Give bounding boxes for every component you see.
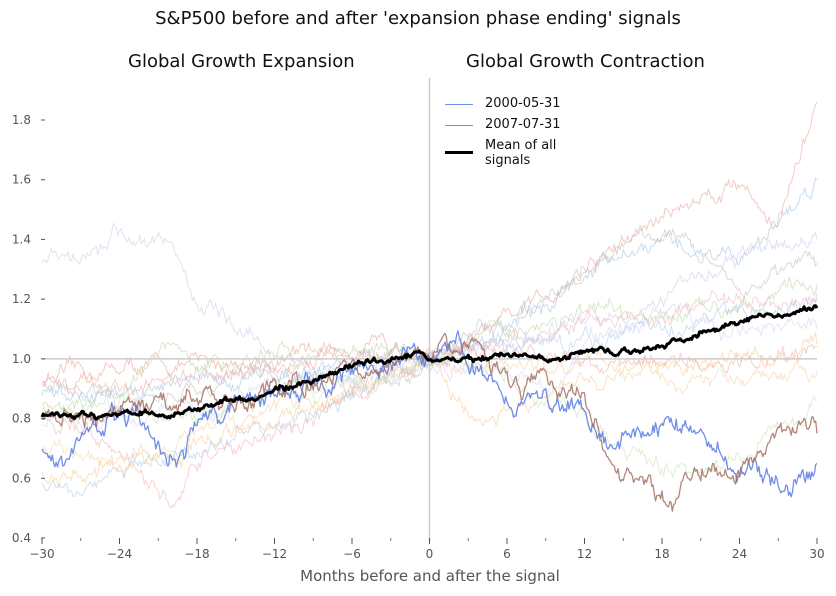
legend-label-line2: signals [485, 153, 531, 168]
chart-title: S&P500 before and after 'expansion phase… [155, 8, 681, 29]
subtitle-expansion: Global Growth Expansion [128, 51, 355, 72]
x-tick-label: −30 [29, 547, 54, 561]
highlight-series-group [40, 304, 819, 512]
x-tick-label: −24 [107, 547, 132, 561]
y-tick-label: 1.8 [12, 113, 31, 127]
y-tick-label: 1.2 [12, 292, 31, 306]
legend-label: Mean of all signals [485, 138, 556, 168]
subtitle-contraction: Global Growth Contraction [466, 51, 705, 72]
series-line-2007-07-31 [41, 332, 818, 512]
x-tick-label: 12 [577, 547, 592, 561]
y-axis: 0.4 0.6 0.8 1.0 1.2 1.4 1.6 1.8 [12, 113, 45, 545]
legend-label-line1: Mean of all [485, 138, 557, 153]
legend-label: 2000-05-31 [485, 96, 561, 111]
x-axis-label: Months before and after the signal [300, 567, 560, 585]
x-tick-label: 24 [732, 547, 747, 561]
reference-lines [42, 78, 817, 542]
legend-item-mean: Mean of all signals [445, 138, 561, 172]
series-line-mean-of-all-signals [40, 304, 819, 421]
x-tick-label: 30 [809, 547, 824, 561]
legend: 2000-05-31 2007-07-31 Mean of all signal… [445, 96, 561, 172]
x-tick-label: −6 [343, 547, 361, 561]
x-tick-label: 6 [503, 547, 511, 561]
x-tick-label: 0 [426, 547, 434, 561]
y-tick-label: 1.0 [12, 352, 31, 366]
y-tick-label: 0.8 [12, 412, 31, 426]
y-tick-label: 1.4 [12, 232, 31, 246]
legend-swatch-2007 [445, 125, 473, 126]
x-tick-label: 18 [654, 547, 669, 561]
legend-swatch-2000 [445, 104, 473, 105]
legend-item-2000-05-31: 2000-05-31 [445, 96, 561, 117]
x-tick-label: −18 [184, 547, 209, 561]
y-tick-label: 1.6 [12, 173, 31, 187]
y-tick-label: 0.4 [12, 531, 31, 545]
legend-label: 2007-07-31 [485, 117, 561, 132]
x-axis: −30 −24 −18 −12 −6 0 6 12 18 24 30 [29, 538, 825, 561]
x-tick-label: −12 [262, 547, 287, 561]
y-tick-label: 0.6 [12, 471, 31, 485]
legend-item-2007-07-31: 2007-07-31 [445, 117, 561, 138]
legend-swatch-mean [445, 151, 473, 154]
